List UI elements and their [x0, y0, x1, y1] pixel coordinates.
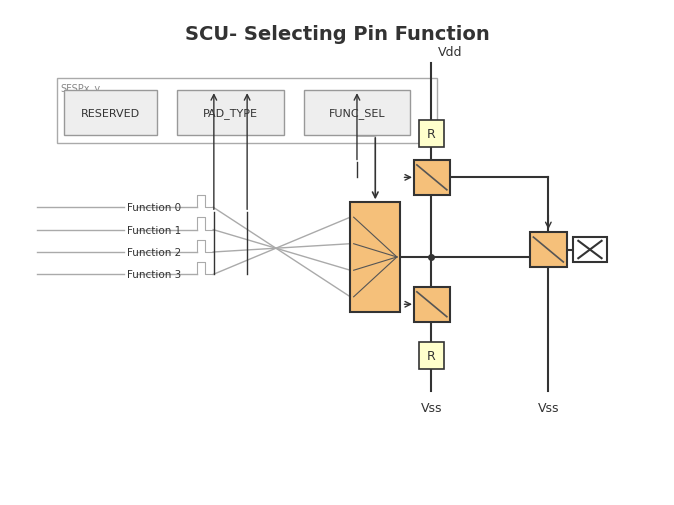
Text: PAD_TYPE: PAD_TYPE: [203, 108, 258, 119]
Text: Function 1: Function 1: [127, 225, 181, 235]
FancyBboxPatch shape: [350, 203, 400, 312]
FancyBboxPatch shape: [57, 79, 437, 143]
Text: Vdd: Vdd: [438, 46, 462, 59]
Text: RESERVED: RESERVED: [81, 109, 140, 118]
Text: R: R: [427, 349, 435, 362]
Text: Function 0: Function 0: [127, 203, 181, 213]
FancyBboxPatch shape: [419, 121, 443, 148]
Text: Vss: Vss: [421, 401, 442, 415]
Text: SCU- Selecting Pin Function: SCU- Selecting Pin Function: [185, 24, 489, 43]
Text: Function 3: Function 3: [127, 270, 181, 280]
Text: Vss: Vss: [538, 401, 559, 415]
FancyBboxPatch shape: [419, 342, 443, 369]
FancyBboxPatch shape: [530, 233, 567, 268]
FancyBboxPatch shape: [574, 237, 607, 263]
Text: SFSPx_y: SFSPx_y: [61, 83, 101, 93]
Text: Function 2: Function 2: [127, 247, 181, 258]
Text: R: R: [427, 128, 435, 141]
FancyBboxPatch shape: [414, 287, 450, 322]
FancyBboxPatch shape: [414, 161, 450, 195]
Text: FUNC_SEL: FUNC_SEL: [329, 108, 386, 119]
FancyBboxPatch shape: [64, 91, 157, 136]
FancyBboxPatch shape: [177, 91, 284, 136]
FancyBboxPatch shape: [304, 91, 410, 136]
